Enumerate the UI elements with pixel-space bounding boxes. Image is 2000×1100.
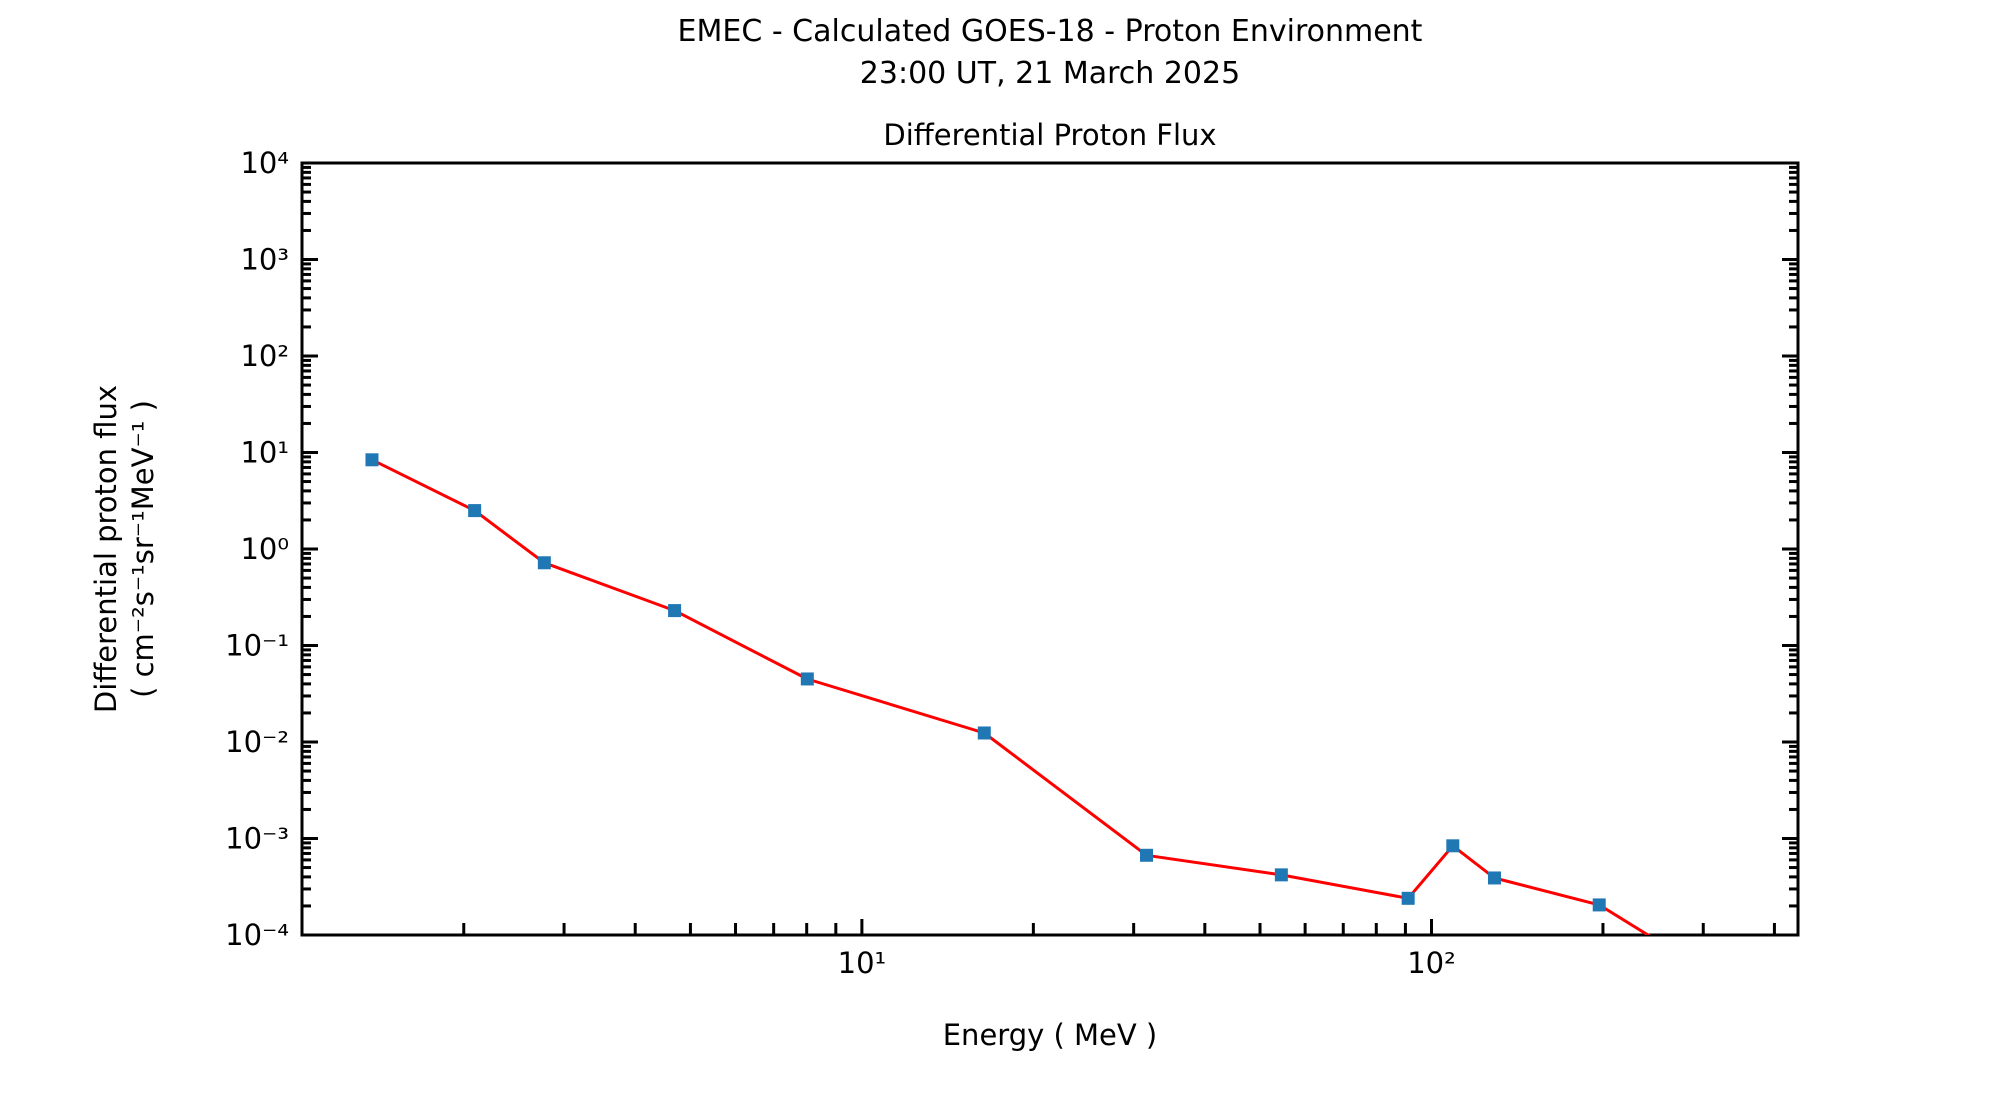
data-point-marker: [1487, 871, 1501, 885]
data-point-marker: [800, 672, 814, 686]
data-point-marker: [1274, 868, 1288, 882]
data-point-marker: [468, 504, 482, 518]
y-tick-label: 10⁻¹: [225, 629, 289, 663]
y-tick-label: 10⁴: [240, 146, 289, 180]
data-point-marker: [977, 726, 991, 740]
figure-title-line1: EMEC - Calculated GOES-18 - Proton Envir…: [677, 14, 1423, 49]
data-point-marker: [1446, 839, 1460, 853]
y-tick-label: 10⁻³: [225, 822, 289, 856]
series-differential-proton-flux: [365, 453, 1736, 992]
y-tick-label: 10⁻²: [225, 725, 289, 759]
data-point-marker: [668, 604, 682, 618]
y-tick-label: 10⁰: [240, 532, 289, 566]
data-point-marker: [365, 453, 379, 467]
x-axis-label: Energy ( MeV ): [942, 1018, 1158, 1052]
x-tick-label: 10¹: [838, 946, 887, 980]
y-tick-label: 10²: [240, 339, 289, 373]
data-point-marker: [1401, 891, 1415, 905]
y-tick-label: 10³: [240, 243, 289, 277]
flux-line: [371, 458, 1651, 935]
y-tick-label: 10¹: [240, 436, 289, 470]
data-point-marker: [1723, 979, 1736, 992]
data-point-marker: [537, 556, 551, 570]
x-tick-label: 10²: [1407, 946, 1456, 980]
axes-title: Differential Proton Flux: [883, 118, 1217, 152]
data-point-marker: [1140, 848, 1154, 862]
y-tick-label: 10⁻⁴: [225, 918, 289, 952]
data-point-marker: [1592, 898, 1606, 912]
figure-title-line2: 23:00 UT, 21 March 2025: [859, 56, 1241, 91]
